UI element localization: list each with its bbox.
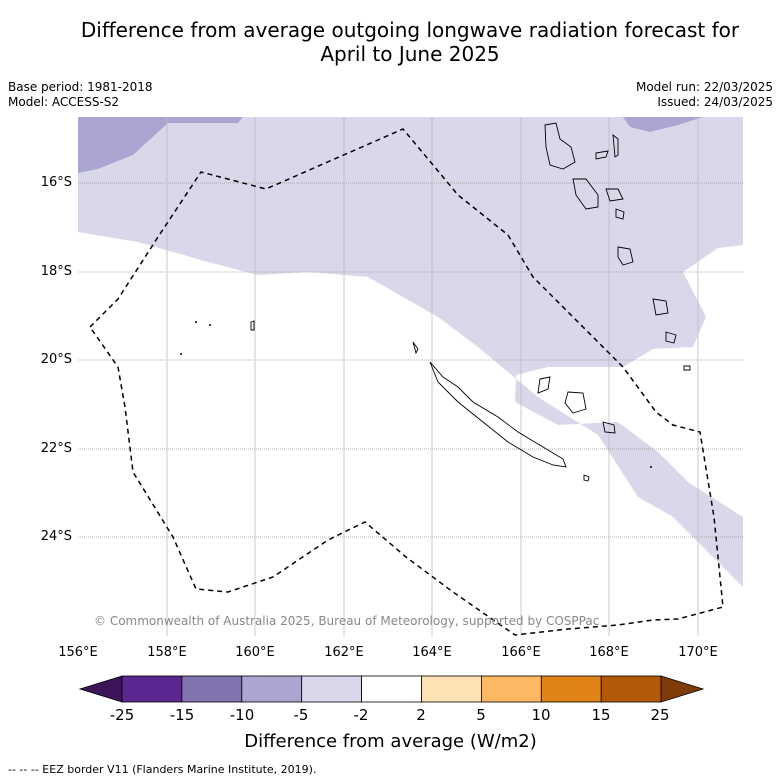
colorbar-segment [540, 675, 602, 703]
chart-title: Difference from average outgoing longwav… [40, 18, 780, 66]
loyalty-island-lifou [564, 391, 587, 414]
colorbar-segment [241, 675, 303, 703]
title-line-1: Difference from average outgoing longwav… [80, 18, 740, 42]
colorbar-segments [78, 675, 705, 703]
colorbar-segment [181, 675, 243, 703]
colorbar-tick: -5 [293, 706, 309, 724]
colorbar-segment [600, 675, 662, 703]
belep-islands [412, 341, 419, 355]
colorbar-min-extend [78, 675, 123, 703]
colorbar-segment [361, 675, 422, 703]
lon-label: 162°E [324, 645, 364, 660]
model-name: Model: ACCESS-S2 [8, 95, 120, 109]
colorbar-tick: -25 [109, 706, 135, 724]
anomaly-region-medium-west [78, 117, 243, 173]
colorbar-tick: 5 [476, 706, 486, 724]
colorbar-segment [421, 675, 482, 703]
colorbar-segment [301, 675, 363, 703]
map-svg [78, 117, 743, 636]
loyalty-island-mare [602, 421, 616, 434]
colorbar-tick: 2 [416, 706, 426, 724]
footer-note: -- -- -- EEZ border V11 (Flanders Marine… [8, 763, 317, 776]
loyalty-island-ouvea [537, 376, 551, 394]
lon-label: 160°E [235, 645, 275, 660]
vanuatu-epi [615, 208, 625, 220]
lon-label: 170°E [678, 645, 718, 660]
colorbar [78, 675, 705, 703]
vanuatu-ambae [595, 150, 609, 160]
colorbar-max-extend [660, 675, 705, 703]
issued-date: Issued: 24/03/2025 [657, 95, 773, 109]
vanuatu-pentecost [605, 188, 624, 202]
vanuatu-efate [617, 246, 634, 266]
colorbar-tick: -15 [169, 706, 195, 724]
new-caledonia-island [429, 361, 567, 468]
map-area [78, 117, 743, 636]
anomaly-region-medium-east [623, 117, 703, 132]
meta-right: Model run: 22/03/2025 Issued: 24/03/2025 [636, 80, 773, 110]
anomaly-region-light [78, 117, 743, 587]
title-line-2: April to June 2025 [320, 42, 500, 66]
lon-label: 158°E [147, 645, 187, 660]
lat-label: 24°S [40, 529, 72, 544]
bellona-islet [180, 353, 182, 355]
colorbar-segment [480, 675, 542, 703]
vanuatu-aneityum [683, 365, 691, 371]
colorbar-label: Difference from average (W/m2) [244, 731, 537, 752]
lon-label: 168°E [589, 645, 629, 660]
model-run: Model run: 22/03/2025 [635, 80, 773, 94]
copyright-notice: © Commonwealth of Australia 2025, Bureau… [94, 614, 600, 628]
colorbar-tick: 10 [531, 706, 551, 724]
grid-lines [78, 117, 743, 636]
eez-border [89, 128, 724, 636]
vanuatu-erromango [652, 298, 669, 316]
chesterfield-islet-2 [209, 324, 211, 326]
lon-label: 156°E [58, 645, 98, 660]
base-period: Base period: 1981-2018 [8, 80, 153, 94]
colorbar-segment [121, 675, 183, 703]
vanuatu-maewo [612, 133, 619, 158]
lon-label: 166°E [501, 645, 541, 660]
meta-left: Base period: 1981-2018 Model: ACCESS-S2 [8, 80, 153, 110]
matthew-islet [650, 466, 652, 468]
chesterfield-reef [250, 320, 255, 331]
lat-label: 20°S [40, 352, 72, 367]
colorbar-tick: -10 [229, 706, 255, 724]
chesterfield-islet-1 [195, 321, 197, 323]
colorbar-tick: -2 [353, 706, 369, 724]
lon-label: 164°E [412, 645, 452, 660]
colorbar-tick: 25 [650, 706, 670, 724]
lat-label: 18°S [40, 264, 72, 279]
vanuatu-espiritu-santo [544, 122, 576, 170]
lat-label: 16°S [40, 175, 72, 190]
vanuatu-tanna [665, 331, 677, 344]
walpole-island [583, 474, 590, 482]
lat-label: 22°S [40, 441, 72, 456]
vanuatu-malekula [572, 178, 599, 210]
colorbar-tick: 15 [591, 706, 611, 724]
